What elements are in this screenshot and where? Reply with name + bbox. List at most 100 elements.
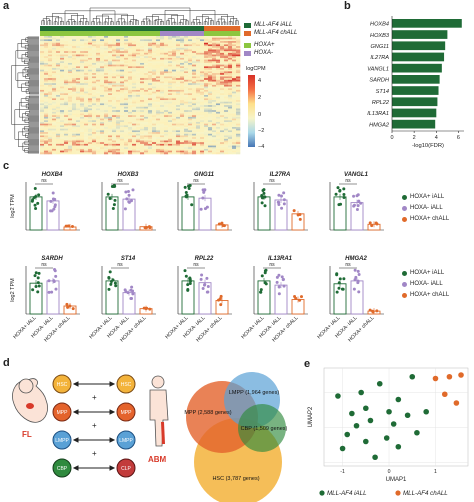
heatmap-cell (160, 91, 165, 94)
bar-il13ra1 (392, 108, 437, 118)
heatmap-cell (148, 37, 153, 40)
heatmap-cell (200, 103, 205, 106)
heatmap-cell (148, 127, 153, 130)
heatmap-cell (204, 69, 209, 72)
heatmap-cell (220, 150, 225, 153)
heatmap-cell (112, 57, 117, 60)
heatmap-cell (104, 123, 109, 126)
heatmap-cell (76, 57, 81, 60)
data-point (187, 187, 191, 191)
heatmap-cell (120, 93, 125, 96)
colorbar (248, 75, 255, 147)
heatmap-cell (152, 133, 157, 136)
heatmap-cell (132, 101, 137, 104)
heatmap-cell (184, 56, 189, 59)
heatmap-cell (128, 76, 133, 79)
heatmap-cell (180, 105, 185, 108)
heatmap-cell (88, 39, 93, 42)
heatmap-cell (44, 127, 49, 130)
heatmap-cell (96, 47, 101, 50)
heatmap-cell (132, 66, 137, 69)
heatmap-cell (236, 152, 241, 155)
heatmap-cell (192, 110, 197, 113)
heatmap-cell (144, 81, 149, 84)
heatmap-cell (104, 132, 109, 135)
heatmap-cell (188, 128, 193, 131)
heatmap-cell (172, 84, 177, 87)
heatmap-cell (116, 36, 121, 38)
heatmap-cell (204, 42, 209, 45)
heatmap-cell (116, 39, 121, 42)
heatmap-cell (216, 95, 221, 97)
heatmap-cell (84, 66, 89, 69)
heatmap-cell (188, 86, 193, 89)
heatmap-cell (112, 76, 117, 79)
heatmap-cell (220, 142, 225, 145)
heatmap-cell (60, 69, 65, 72)
heatmap-cell (60, 57, 65, 60)
heatmap-cell (148, 103, 153, 106)
heatmap-cell (236, 113, 241, 116)
heatmap-cell (160, 59, 165, 62)
heatmap-cell (156, 69, 161, 72)
heatmap-cell (104, 46, 109, 49)
heatmap-cell (68, 69, 73, 72)
heatmap-cell (236, 83, 241, 86)
heatmap-cell (136, 145, 141, 148)
heatmap-cell (136, 148, 141, 151)
heatmap-cell (196, 46, 201, 49)
heatmap-cell (80, 130, 85, 133)
heatmap-cell (44, 135, 49, 138)
heatmap-cell (204, 36, 209, 38)
data-point (127, 200, 131, 204)
annotation-cell (136, 26, 141, 31)
heatmap-cell (88, 130, 93, 133)
annotation-cell (224, 31, 229, 36)
heatmap-cell (48, 73, 53, 76)
heatmap-cell (44, 51, 49, 54)
data-point (263, 269, 267, 273)
heatmap-cell (152, 98, 157, 101)
heatmap-cell (168, 89, 173, 92)
heatmap-cell (180, 76, 185, 79)
heatmap-cell (136, 132, 141, 135)
heatmap-cell (188, 127, 193, 130)
heatmap-cell (160, 100, 165, 103)
heatmap-cell (224, 113, 229, 116)
heatmap-cell (180, 91, 185, 94)
heatmap-cell (172, 71, 177, 74)
heatmap-cell (44, 49, 49, 52)
data-point (299, 295, 303, 299)
heatmap-cell (192, 106, 197, 109)
heatmap-cell (140, 152, 145, 155)
heatmap-cell (64, 47, 69, 50)
heatmap-cell (76, 71, 81, 74)
heatmap-cell (160, 69, 165, 72)
heatmap-cell (208, 127, 213, 130)
heatmap-cell (156, 91, 161, 94)
heatmap-cell (92, 74, 97, 77)
heatmap-cell (132, 64, 137, 67)
heatmap-cell (140, 51, 145, 54)
heatmap-cell (184, 62, 189, 65)
heatmap-cell (200, 105, 205, 108)
heatmap-cell (232, 56, 237, 59)
heatmap-cell (48, 81, 53, 84)
heatmap-cell (164, 47, 169, 50)
heatmap-cell (108, 42, 113, 45)
heatmap-cell (140, 148, 145, 151)
data-point (277, 292, 281, 296)
heatmap-cell (64, 52, 69, 55)
legend-label: HOXA+ chALL (410, 292, 450, 298)
heatmap-cell (92, 86, 97, 89)
heatmap-cell (148, 152, 153, 155)
heatmap-cell (148, 62, 153, 65)
heatmap-cell (192, 96, 197, 99)
heatmap-cell (188, 51, 193, 54)
heatmap-cell (180, 120, 185, 123)
heatmap-cell (228, 96, 233, 99)
heatmap-cell (136, 120, 141, 123)
heatmap-cell (84, 54, 89, 57)
heatmap-cell (128, 120, 133, 123)
heatmap-cell (80, 49, 85, 52)
